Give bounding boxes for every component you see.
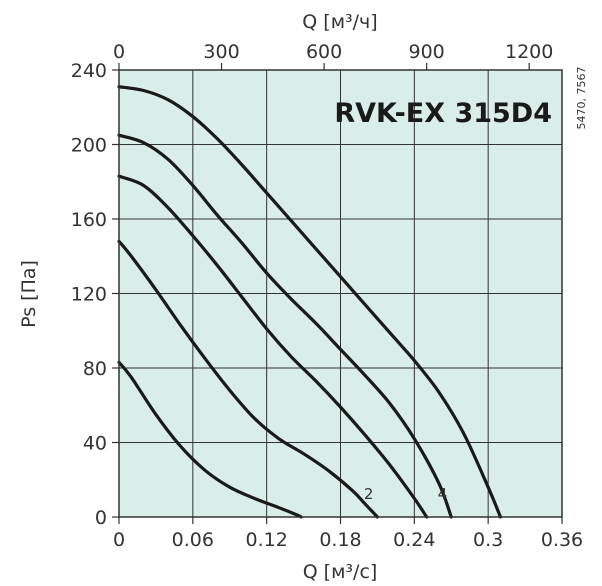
x-tick-label: 0 — [113, 529, 125, 551]
curve-label-2: 2 — [364, 485, 374, 503]
side-code: 5470, 7567 — [575, 67, 588, 130]
top-tick-label: 300 — [203, 41, 239, 63]
x-tick-label: 0.18 — [319, 529, 361, 551]
y-tick-label: 80 — [83, 358, 107, 380]
curve-2 — [117, 239, 380, 519]
chart-title: RVK-EX 315D4 — [334, 98, 552, 129]
y-axis-ticks: 0 40 80 120 160 200 240 — [71, 60, 119, 529]
y-tick-label: 240 — [71, 60, 107, 82]
curve-label-4: 4 — [438, 485, 448, 503]
x-tick-label: 0.24 — [393, 529, 435, 551]
top-tick-label: 900 — [409, 41, 445, 63]
y-tick-label: 40 — [83, 433, 107, 455]
performance-curves — [117, 85, 503, 519]
y-tick-label: 120 — [71, 284, 107, 306]
top-tick-label: 0 — [113, 41, 125, 63]
x-tick-label: 0.06 — [172, 529, 214, 551]
top-tick-label: 600 — [306, 41, 342, 63]
curve-5 — [117, 85, 503, 519]
x-tick-label: 0.36 — [541, 529, 583, 551]
curve-4 — [117, 133, 453, 519]
x-axis-label: Q [м³/с] — [303, 561, 378, 583]
y-tick-label: 200 — [71, 135, 107, 157]
curve-1 — [117, 360, 303, 519]
top-tick-label: 1200 — [505, 41, 553, 63]
top-axis-label: Q [м³/ч] — [302, 11, 377, 33]
y-axis-label: Ps [Па] — [18, 260, 40, 328]
top-axis-ticks: 0 300 600 900 1200 — [113, 41, 553, 70]
y-tick-label: 0 — [95, 507, 107, 529]
x-tick-label: 0.12 — [246, 529, 288, 551]
y-tick-label: 160 — [71, 209, 107, 231]
x-axis-ticks: 0 0.06 0.12 0.18 0.24 0.3 0.36 — [113, 517, 583, 551]
x-tick-label: 0.3 — [473, 529, 503, 551]
curve-3 — [117, 174, 429, 519]
